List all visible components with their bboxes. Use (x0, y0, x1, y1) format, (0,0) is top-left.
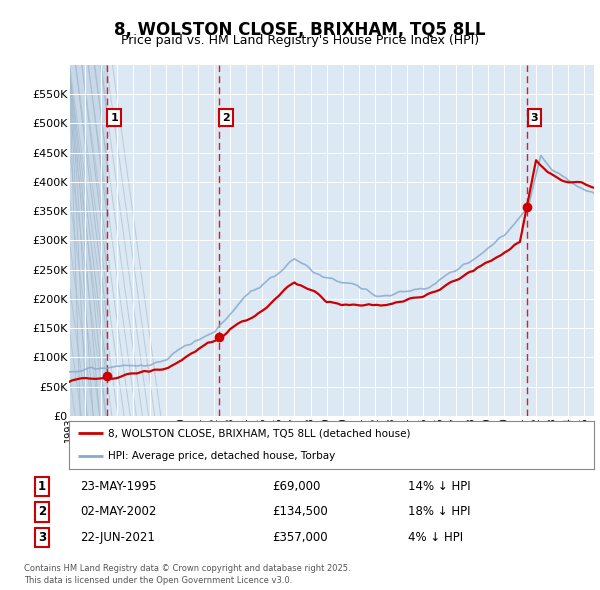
Text: £134,500: £134,500 (272, 505, 328, 519)
Text: Price paid vs. HM Land Registry's House Price Index (HPI): Price paid vs. HM Land Registry's House … (121, 34, 479, 47)
Bar (69, 65, 107, 416)
Text: 23-MAY-1995: 23-MAY-1995 (80, 480, 157, 493)
Text: £357,000: £357,000 (272, 531, 328, 544)
Text: 02-MAY-2002: 02-MAY-2002 (80, 505, 157, 519)
Text: HPI: Average price, detached house, Torbay: HPI: Average price, detached house, Torb… (109, 451, 335, 461)
Text: 2: 2 (223, 113, 230, 123)
Text: 1: 1 (38, 480, 46, 493)
Text: 14% ↓ HPI: 14% ↓ HPI (407, 480, 470, 493)
Text: £69,000: £69,000 (272, 480, 320, 493)
Text: 1: 1 (110, 113, 118, 123)
Text: 2: 2 (38, 505, 46, 519)
Text: 18% ↓ HPI: 18% ↓ HPI (407, 505, 470, 519)
Text: 3: 3 (531, 113, 538, 123)
Text: 8, WOLSTON CLOSE, BRIXHAM, TQ5 8LL (detached house): 8, WOLSTON CLOSE, BRIXHAM, TQ5 8LL (deta… (109, 428, 411, 438)
Text: 8, WOLSTON CLOSE, BRIXHAM, TQ5 8LL: 8, WOLSTON CLOSE, BRIXHAM, TQ5 8LL (114, 21, 486, 39)
Text: Contains HM Land Registry data © Crown copyright and database right 2025.
This d: Contains HM Land Registry data © Crown c… (24, 564, 350, 585)
Text: 3: 3 (38, 531, 46, 544)
Text: 4% ↓ HPI: 4% ↓ HPI (407, 531, 463, 544)
Text: 22-JUN-2021: 22-JUN-2021 (80, 531, 155, 544)
